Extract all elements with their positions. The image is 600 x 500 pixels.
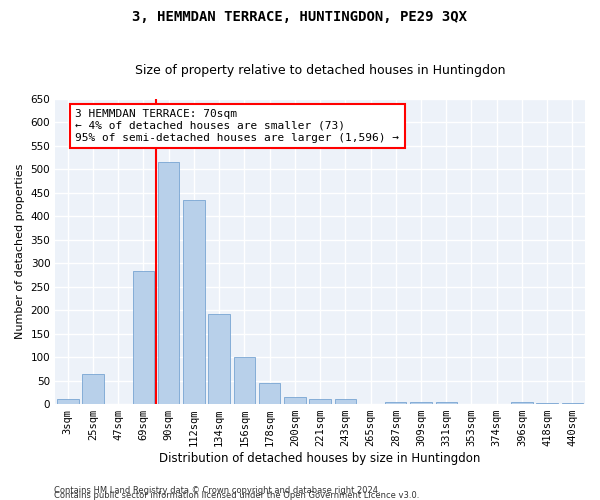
- Bar: [259, 383, 280, 404]
- Text: Contains public sector information licensed under the Open Government Licence v3: Contains public sector information licen…: [54, 491, 419, 500]
- Y-axis label: Number of detached properties: Number of detached properties: [15, 164, 25, 339]
- Bar: [233, 357, 255, 404]
- Bar: [133, 272, 154, 404]
- Bar: [82, 374, 104, 404]
- Bar: [410, 402, 432, 404]
- Bar: [183, 200, 205, 404]
- Bar: [536, 402, 558, 404]
- Bar: [335, 400, 356, 404]
- Bar: [385, 402, 406, 404]
- Bar: [310, 400, 331, 404]
- Bar: [436, 402, 457, 404]
- Bar: [511, 402, 533, 404]
- Bar: [208, 314, 230, 404]
- Text: Contains HM Land Registry data © Crown copyright and database right 2024.: Contains HM Land Registry data © Crown c…: [54, 486, 380, 495]
- Bar: [562, 403, 583, 404]
- Bar: [284, 397, 305, 404]
- Text: 3, HEMMDAN TERRACE, HUNTINGDON, PE29 3QX: 3, HEMMDAN TERRACE, HUNTINGDON, PE29 3QX: [133, 10, 467, 24]
- X-axis label: Distribution of detached houses by size in Huntingdon: Distribution of detached houses by size …: [160, 452, 481, 465]
- Text: 3 HEMMDAN TERRACE: 70sqm
← 4% of detached houses are smaller (73)
95% of semi-de: 3 HEMMDAN TERRACE: 70sqm ← 4% of detache…: [76, 110, 400, 142]
- Title: Size of property relative to detached houses in Huntingdon: Size of property relative to detached ho…: [135, 64, 505, 77]
- Bar: [158, 162, 179, 404]
- Bar: [57, 400, 79, 404]
